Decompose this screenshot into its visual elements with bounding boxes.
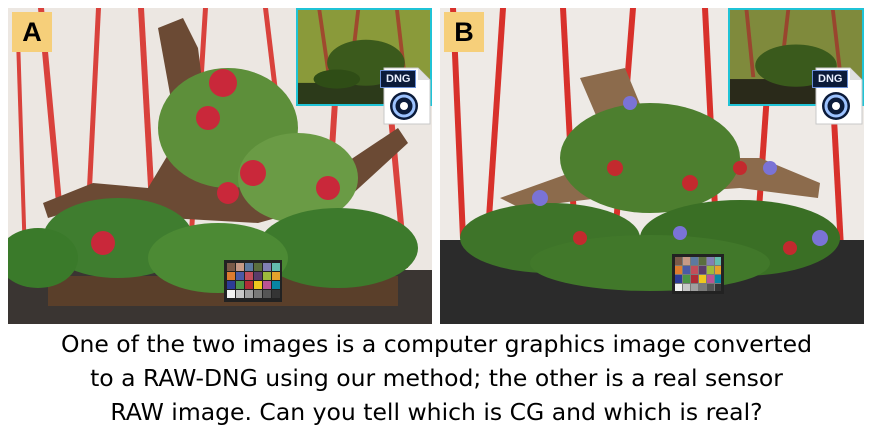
dng-file-icon: DNG: [810, 66, 864, 126]
photo-panel-a: A DNG: [8, 8, 432, 324]
dng-file-icon: DNG: [378, 66, 432, 126]
caption-line-1: One of the two images is a computer grap…: [60, 330, 812, 358]
caption-line-2: to a RAW-DNG using our method; the other…: [90, 364, 783, 392]
photo-panel-b: B DNG: [440, 8, 864, 324]
dng-badge-label: DNG: [380, 70, 417, 88]
caption-line-3: RAW image. Can you tell which is CG and …: [110, 398, 763, 426]
dng-badge-label: DNG: [812, 70, 849, 88]
figure-caption: One of the two images is a computer grap…: [0, 327, 873, 429]
plant-scene-b: [440, 8, 864, 324]
panel-label: B: [444, 12, 484, 52]
panel-label: A: [12, 12, 52, 52]
